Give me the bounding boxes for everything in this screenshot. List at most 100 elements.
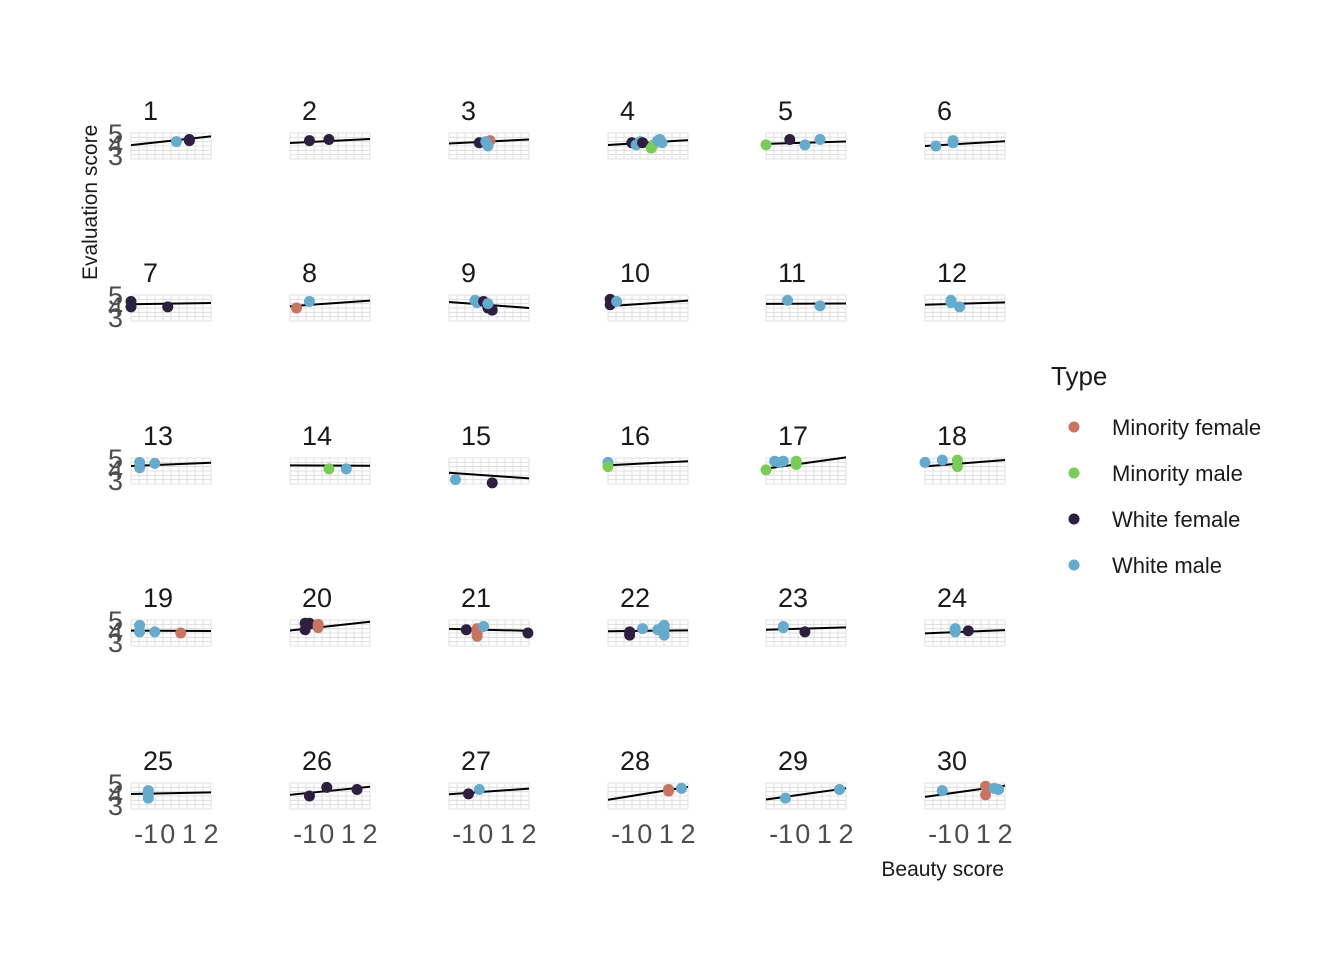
- data-point: [952, 461, 963, 472]
- data-point: [304, 296, 315, 307]
- data-point: [948, 135, 959, 146]
- panel-label-14: 14: [302, 421, 332, 451]
- data-point: [482, 298, 493, 309]
- data-point: [784, 134, 795, 145]
- panel-label-6: 6: [937, 96, 952, 126]
- panel-label-18: 18: [937, 421, 967, 451]
- data-point: [184, 135, 195, 146]
- data-point: [937, 785, 948, 796]
- data-point: [134, 462, 145, 473]
- legend-entry-label: Minority female: [1112, 415, 1261, 440]
- panel-label-29: 29: [778, 746, 808, 776]
- fit-line-22: [608, 630, 688, 631]
- legend-swatch: [1069, 514, 1080, 525]
- x-tick-label: 2: [997, 819, 1012, 849]
- panel-label-17: 17: [778, 421, 808, 451]
- panel-label-2: 2: [302, 96, 317, 126]
- x-tick-label: 2: [521, 819, 536, 849]
- data-point: [304, 135, 315, 146]
- x-tick-label: -1: [611, 819, 635, 849]
- data-point: [963, 625, 974, 636]
- data-point: [657, 137, 668, 148]
- data-point: [778, 456, 789, 467]
- data-point: [487, 477, 498, 488]
- data-point: [162, 301, 173, 312]
- data-point: [834, 784, 845, 795]
- panel-label-4: 4: [620, 96, 635, 126]
- x-tick-label: -1: [769, 819, 793, 849]
- data-point: [450, 474, 461, 485]
- x-tick-label: 0: [637, 819, 652, 849]
- x-tick-label: 1: [817, 819, 832, 849]
- data-point: [478, 621, 489, 632]
- x-tick-label: 2: [680, 819, 695, 849]
- data-point: [323, 134, 334, 145]
- legend-entry-label: Minority male: [1112, 461, 1243, 486]
- data-point: [149, 626, 160, 637]
- x-tick-label: 1: [659, 819, 674, 849]
- x-tick-label: 0: [160, 819, 175, 849]
- x-tick-label: -1: [134, 819, 158, 849]
- x-axis-title: Beauty score: [881, 858, 1004, 881]
- x-tick-label: 0: [478, 819, 493, 849]
- legend-swatch: [1069, 422, 1080, 433]
- panel-label-22: 22: [620, 583, 650, 613]
- data-point: [463, 788, 474, 799]
- panel-label-27: 27: [461, 746, 491, 776]
- data-point: [637, 623, 648, 634]
- panel-label-26: 26: [302, 746, 332, 776]
- legend-swatch: [1069, 560, 1080, 571]
- data-point: [950, 626, 961, 637]
- data-point: [761, 139, 772, 150]
- y-tick-label: 3: [108, 628, 123, 658]
- data-point: [624, 630, 635, 641]
- data-point: [778, 622, 789, 633]
- panel-label-13: 13: [143, 421, 173, 451]
- panel-label-30: 30: [937, 746, 967, 776]
- data-point: [304, 791, 315, 802]
- data-point: [603, 461, 614, 472]
- data-point: [815, 300, 826, 311]
- data-point: [954, 301, 965, 312]
- data-point: [663, 786, 674, 797]
- data-point: [149, 458, 160, 469]
- data-point: [472, 631, 483, 642]
- y-tick-label: 3: [108, 466, 123, 496]
- x-tick-label: 2: [362, 819, 377, 849]
- x-tick-label: -1: [293, 819, 317, 849]
- x-tick-label: 0: [795, 819, 810, 849]
- panel-label-28: 28: [620, 746, 650, 776]
- data-point: [474, 784, 485, 795]
- data-point: [171, 136, 182, 147]
- panel-label-12: 12: [937, 258, 967, 288]
- x-tick-label: 0: [954, 819, 969, 849]
- panel-label-11: 11: [778, 258, 806, 288]
- y-axis-title: Evaluation score: [79, 125, 102, 280]
- data-point: [815, 134, 826, 145]
- legend-title: Type: [1051, 361, 1107, 391]
- data-point: [291, 303, 302, 314]
- data-point: [143, 793, 154, 804]
- panel-label-19: 19: [143, 583, 173, 613]
- data-point: [352, 784, 363, 795]
- panel-label-21: 21: [461, 583, 491, 613]
- x-tick-label: 1: [976, 819, 991, 849]
- data-point: [126, 301, 137, 312]
- panel-label-23: 23: [778, 583, 808, 613]
- panel-label-7: 7: [143, 258, 158, 288]
- x-tick-label: -1: [928, 819, 952, 849]
- data-point: [676, 783, 687, 794]
- panel-label-5: 5: [778, 96, 793, 126]
- x-tick-label: -1: [452, 819, 476, 849]
- x-tick-label: 0: [319, 819, 334, 849]
- x-tick-label: 2: [838, 819, 853, 849]
- panel-label-1: 1: [143, 96, 158, 126]
- y-tick-label: 3: [108, 141, 123, 171]
- panel-label-25: 25: [143, 746, 173, 776]
- panel-label-9: 9: [461, 258, 476, 288]
- data-point: [480, 136, 491, 147]
- data-point: [323, 463, 334, 474]
- data-point: [134, 626, 145, 637]
- data-point: [175, 628, 186, 639]
